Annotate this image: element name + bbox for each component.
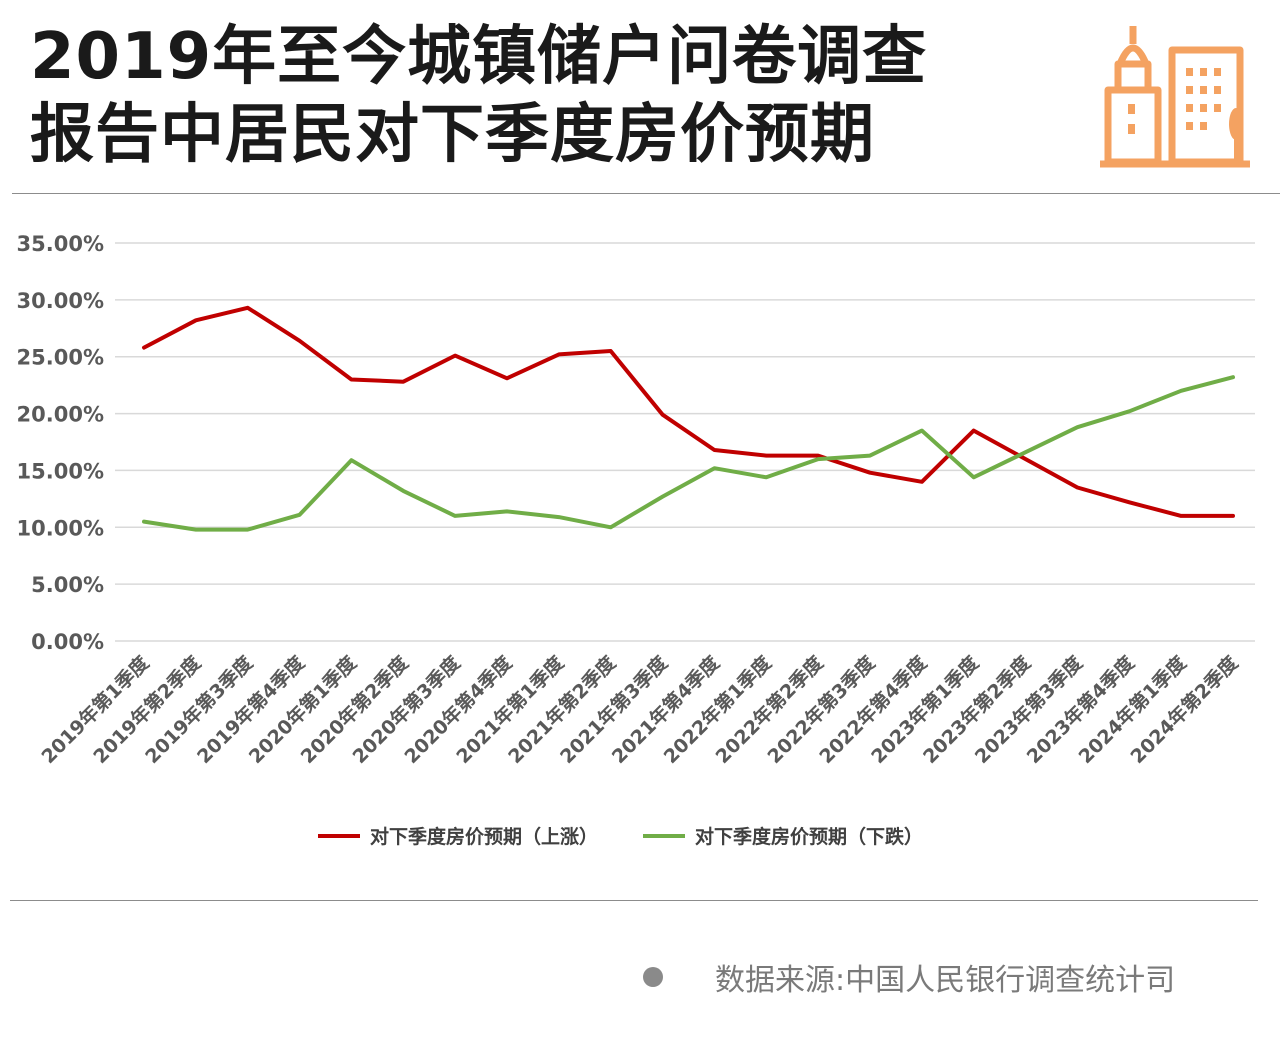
chart-legend: 对下季度房价预期（上涨） 对下季度房价预期（下跌） bbox=[318, 825, 923, 848]
source-text: 数据来源:中国人民银行调查统计司 bbox=[715, 963, 1176, 998]
city-buildings-icon bbox=[1100, 26, 1250, 168]
y-tick-label: 0.00% bbox=[31, 630, 104, 654]
source-note: 数据来源:中国人民银行调查统计司 bbox=[643, 955, 1175, 999]
y-tick-label: 10.00% bbox=[17, 516, 104, 540]
y-tick-label: 5.00% bbox=[31, 573, 104, 597]
chart-gridlines bbox=[115, 242, 1255, 642]
y-tick-label: 20.00% bbox=[17, 403, 104, 427]
line-chart: 35.00% 30.00% 25.00% 20.00% 15.00% 10.00% 5.00… bbox=[17, 232, 1255, 848]
legend-label: 对下季度房价预期（上涨） bbox=[370, 825, 598, 848]
title-block: 2019年至今城镇储户问卷调查 报告中居民对下季度房价预期 bbox=[30, 18, 1070, 174]
x-axis-labels: 2019年第1季度2019年第2季度2019年第3季度2019年第4季度2020… bbox=[37, 651, 1243, 768]
y-tick-label: 30.00% bbox=[17, 289, 104, 313]
bottom-divider bbox=[10, 900, 1258, 901]
y-tick-label: 25.00% bbox=[17, 346, 104, 370]
series-line-rise bbox=[142, 305, 1235, 518]
y-tick-label: 35.00% bbox=[17, 232, 104, 256]
y-axis-labels: 35.00% 30.00% 25.00% 20.00% 15.00% 10.00% 5.00… bbox=[17, 232, 104, 654]
series-lines bbox=[142, 305, 1235, 532]
top-divider bbox=[12, 193, 1280, 194]
page-title-line-2: 报告中居民对下季度房价预期 bbox=[30, 98, 875, 172]
series-line-fall bbox=[142, 375, 1235, 532]
y-tick-label: 15.00% bbox=[17, 459, 104, 483]
page-title-line-1: 2019年至今城镇储户问卷调查 bbox=[30, 20, 928, 94]
bullet-dot-icon bbox=[643, 967, 663, 987]
legend-label: 对下季度房价预期（下跌） bbox=[695, 825, 923, 848]
